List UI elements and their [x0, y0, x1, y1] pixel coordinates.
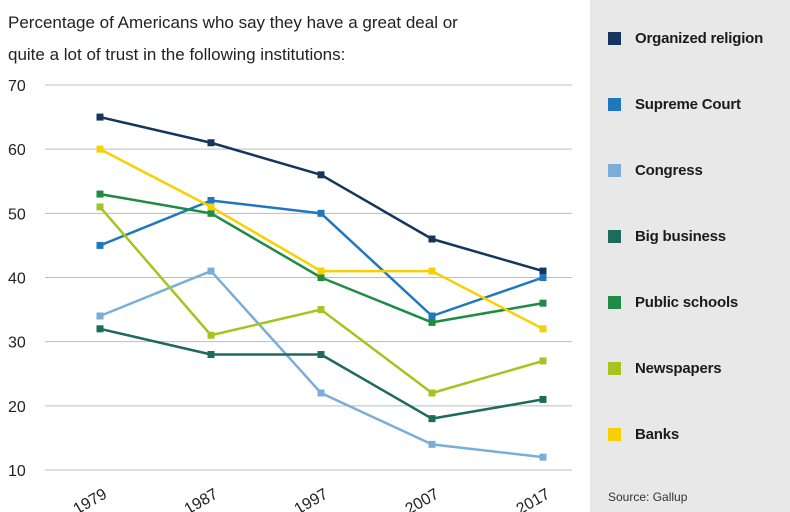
data-point-congress: [207, 267, 215, 275]
legend-item-organized-religion: Organized religion: [608, 28, 763, 48]
data-point-organized-religion: [317, 171, 325, 179]
series-banks: [96, 145, 547, 333]
data-point-supreme-court: [539, 274, 547, 281]
data-point-organized-religion: [539, 267, 547, 275]
legend-swatch: [608, 31, 621, 45]
data-point-banks: [96, 145, 104, 153]
series-public-schools: [96, 190, 547, 326]
series-lines: [96, 113, 547, 461]
series-supreme-court: [96, 197, 547, 320]
series-newspapers: [96, 203, 547, 397]
legend-item-newspapers: Newspapers: [608, 358, 722, 378]
data-point-banks: [317, 267, 325, 275]
chart-title-line-2: quite a lot of trust in the following in…: [8, 45, 346, 64]
data-point-big-business: [96, 325, 104, 333]
data-point-congress: [96, 312, 104, 320]
y-axis-ticks: 10 20 30 40 50 60 70: [8, 78, 26, 480]
legend-label: Organized religion: [635, 29, 764, 47]
y-tick-label: 70: [8, 78, 26, 95]
data-point-organized-religion: [96, 113, 104, 121]
legend-label: Congress: [635, 161, 703, 179]
legend-swatch: [608, 97, 621, 111]
data-point-big-business: [207, 351, 215, 358]
data-point-congress: [539, 453, 547, 461]
series-line-big-business: [99, 327, 544, 420]
data-point-banks: [428, 267, 436, 275]
data-point-newspapers: [207, 331, 215, 339]
x-tick-label: 1987: [182, 486, 221, 512]
legend-swatch: [608, 163, 621, 177]
y-tick-label: 50: [8, 206, 26, 223]
data-point-big-business: [539, 395, 547, 403]
data-point-congress: [317, 389, 325, 397]
chart-title-line-1: Percentage of Americans who say they hav…: [8, 13, 458, 32]
data-point-supreme-court: [207, 197, 215, 204]
data-point-big-business: [317, 351, 325, 358]
data-point-supreme-court: [317, 209, 325, 217]
y-tick-label: 60: [8, 142, 26, 159]
y-tick-label: 20: [8, 399, 26, 416]
x-tick-label: 2007: [403, 486, 442, 512]
data-point-banks: [539, 325, 547, 333]
grid-lines: [45, 84, 572, 471]
x-tick-label: 2017: [514, 486, 553, 512]
legend-swatch: [608, 229, 621, 243]
legend-swatch: [608, 427, 621, 441]
data-point-public-schools: [428, 318, 436, 326]
series-line-organized-religion: [99, 115, 544, 273]
y-tick-label: 40: [8, 271, 26, 288]
data-point-public-schools: [207, 209, 215, 217]
data-point-organized-religion: [428, 235, 436, 243]
legend-label: Newspapers: [635, 359, 722, 377]
legend-item-congress: Congress: [608, 160, 703, 180]
series-big-business: [96, 325, 547, 423]
data-point-congress: [428, 440, 436, 448]
source-note: Source: Gallup: [608, 490, 688, 504]
legend-swatch: [608, 361, 621, 375]
legend-label: Supreme Court: [635, 95, 741, 113]
legend-label: Big business: [635, 227, 726, 245]
x-tick-label: 1997: [292, 486, 331, 512]
legend-swatch: [608, 295, 621, 309]
legend-item-big-business: Big business: [608, 226, 726, 246]
legend-item-banks: Banks: [608, 424, 679, 444]
line-chart: 10 20 30 40 50 60 70 1979 1987 1997 2007 2017: [8, 78, 572, 512]
x-tick-label: 1979: [71, 486, 110, 512]
legend-item-public-schools: Public schools: [608, 292, 738, 312]
data-point-supreme-court: [428, 312, 436, 320]
legend-label: Public schools: [635, 293, 739, 311]
data-point-newspapers: [428, 389, 436, 397]
data-point-public-schools: [539, 299, 547, 307]
y-tick-label: 30: [8, 335, 26, 352]
data-point-supreme-court: [96, 241, 104, 249]
data-point-newspapers: [96, 203, 104, 211]
data-point-newspapers: [539, 357, 547, 365]
data-point-public-schools: [317, 274, 325, 281]
data-point-public-schools: [96, 190, 104, 198]
legend: Organized religion Supreme Court Congress B…: [590, 0, 790, 512]
legend-item-supreme-court: Supreme Court: [608, 94, 741, 114]
data-point-organized-religion: [207, 139, 215, 147]
data-point-banks: [207, 203, 215, 211]
series-organized-religion: [96, 113, 547, 275]
series-line-congress: [99, 269, 544, 459]
series-congress: [96, 267, 547, 461]
y-tick-label: 10: [8, 463, 26, 480]
legend-label: Banks: [635, 425, 680, 443]
data-point-big-business: [428, 415, 436, 423]
series-line-supreme-court: [99, 199, 544, 318]
x-axis-ticks: 1979 1987 1997 2007 2017: [71, 486, 553, 512]
data-point-newspapers: [317, 306, 325, 314]
